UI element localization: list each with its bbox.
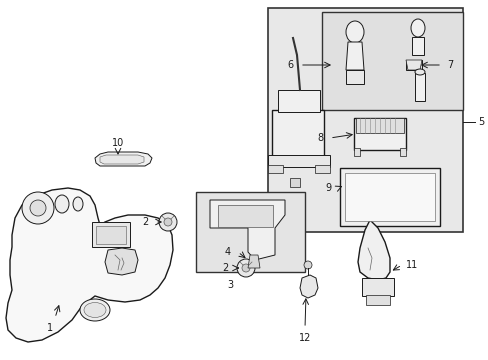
Bar — [267, 165, 283, 173]
Text: 2: 2 — [142, 217, 148, 227]
Bar — [339, 168, 439, 226]
Ellipse shape — [84, 302, 106, 318]
Text: 3: 3 — [226, 280, 233, 290]
Polygon shape — [100, 155, 143, 164]
Bar — [267, 8, 462, 232]
Ellipse shape — [73, 197, 83, 211]
Bar — [92, 222, 130, 247]
Bar — [267, 155, 329, 167]
Ellipse shape — [80, 299, 110, 321]
Polygon shape — [209, 200, 285, 260]
Bar — [365, 295, 389, 305]
Text: 9: 9 — [324, 183, 330, 193]
Bar — [278, 90, 319, 112]
Bar — [196, 192, 305, 272]
Circle shape — [30, 200, 46, 216]
Bar — [353, 118, 405, 150]
Text: 7: 7 — [446, 60, 452, 70]
Bar — [321, 12, 462, 110]
Ellipse shape — [410, 19, 424, 37]
Bar — [96, 226, 126, 244]
Text: 5: 5 — [477, 117, 483, 127]
Bar — [218, 205, 272, 227]
Ellipse shape — [346, 21, 363, 43]
Circle shape — [304, 261, 311, 269]
Bar — [346, 70, 363, 84]
Bar — [414, 73, 424, 101]
Polygon shape — [6, 188, 173, 342]
Text: 8: 8 — [316, 133, 323, 143]
Text: 11: 11 — [405, 260, 417, 270]
Circle shape — [237, 259, 254, 277]
Bar — [411, 37, 423, 55]
Polygon shape — [353, 148, 359, 156]
Text: 4: 4 — [224, 247, 231, 257]
Text: 1: 1 — [47, 323, 53, 333]
Polygon shape — [95, 152, 152, 166]
Bar — [405, 60, 421, 70]
Circle shape — [242, 264, 249, 272]
Bar — [361, 278, 393, 296]
Circle shape — [163, 218, 172, 226]
Polygon shape — [357, 220, 389, 280]
Text: 10: 10 — [112, 138, 124, 148]
Ellipse shape — [55, 195, 69, 213]
Text: 2: 2 — [222, 263, 228, 273]
Bar — [271, 110, 324, 158]
Polygon shape — [247, 255, 260, 268]
Bar — [345, 173, 434, 221]
Circle shape — [22, 192, 54, 224]
Text: 6: 6 — [286, 60, 292, 70]
Polygon shape — [346, 42, 363, 70]
Circle shape — [159, 213, 177, 231]
Polygon shape — [399, 148, 405, 156]
Text: 12: 12 — [298, 333, 310, 343]
Ellipse shape — [414, 69, 424, 75]
Bar — [314, 165, 329, 173]
Polygon shape — [105, 248, 138, 275]
Polygon shape — [405, 60, 421, 70]
Bar — [355, 118, 403, 133]
Polygon shape — [299, 275, 317, 298]
Bar — [289, 178, 299, 187]
